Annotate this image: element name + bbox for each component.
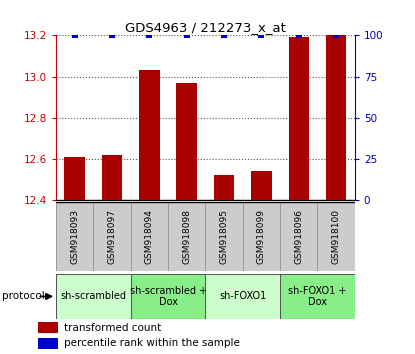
FancyBboxPatch shape: [131, 274, 205, 319]
Bar: [214, 175, 234, 200]
FancyBboxPatch shape: [280, 274, 355, 319]
FancyBboxPatch shape: [93, 202, 131, 271]
Point: [109, 33, 115, 38]
Bar: [39, 322, 58, 333]
FancyBboxPatch shape: [205, 202, 243, 271]
FancyBboxPatch shape: [56, 274, 131, 319]
FancyBboxPatch shape: [243, 202, 280, 271]
FancyBboxPatch shape: [280, 202, 317, 271]
FancyBboxPatch shape: [168, 202, 205, 271]
Bar: [288, 38, 309, 200]
Text: GSM918094: GSM918094: [145, 209, 154, 264]
FancyBboxPatch shape: [56, 202, 93, 271]
Point: [258, 33, 265, 38]
Text: GSM918096: GSM918096: [294, 209, 303, 264]
Bar: [139, 70, 160, 200]
Text: GSM918099: GSM918099: [257, 209, 266, 264]
Text: protocol: protocol: [2, 291, 45, 302]
Point: [183, 33, 190, 38]
Point: [295, 33, 302, 38]
Bar: [64, 157, 85, 200]
Text: transformed count: transformed count: [64, 322, 161, 332]
Text: GSM918097: GSM918097: [107, 209, 117, 264]
FancyBboxPatch shape: [131, 202, 168, 271]
Bar: [39, 338, 58, 349]
Bar: [176, 83, 197, 200]
Text: GSM918098: GSM918098: [182, 209, 191, 264]
Text: sh-scrambled +
Dox: sh-scrambled + Dox: [129, 286, 207, 307]
Text: GSM918095: GSM918095: [220, 209, 229, 264]
Text: sh-FOXO1 +
Dox: sh-FOXO1 + Dox: [288, 286, 347, 307]
Text: sh-FOXO1: sh-FOXO1: [219, 291, 266, 302]
Text: GSM918100: GSM918100: [332, 209, 341, 264]
Title: GDS4963 / 212273_x_at: GDS4963 / 212273_x_at: [125, 21, 286, 34]
FancyBboxPatch shape: [317, 202, 355, 271]
Point: [221, 33, 227, 38]
Point: [146, 33, 153, 38]
FancyBboxPatch shape: [205, 274, 280, 319]
Text: GSM918093: GSM918093: [70, 209, 79, 264]
Bar: [326, 35, 347, 200]
Point: [333, 33, 339, 38]
Text: percentile rank within the sample: percentile rank within the sample: [64, 338, 240, 348]
Bar: [102, 155, 122, 200]
Bar: [251, 171, 272, 200]
Text: sh-scrambled: sh-scrambled: [60, 291, 127, 302]
Point: [71, 33, 78, 38]
